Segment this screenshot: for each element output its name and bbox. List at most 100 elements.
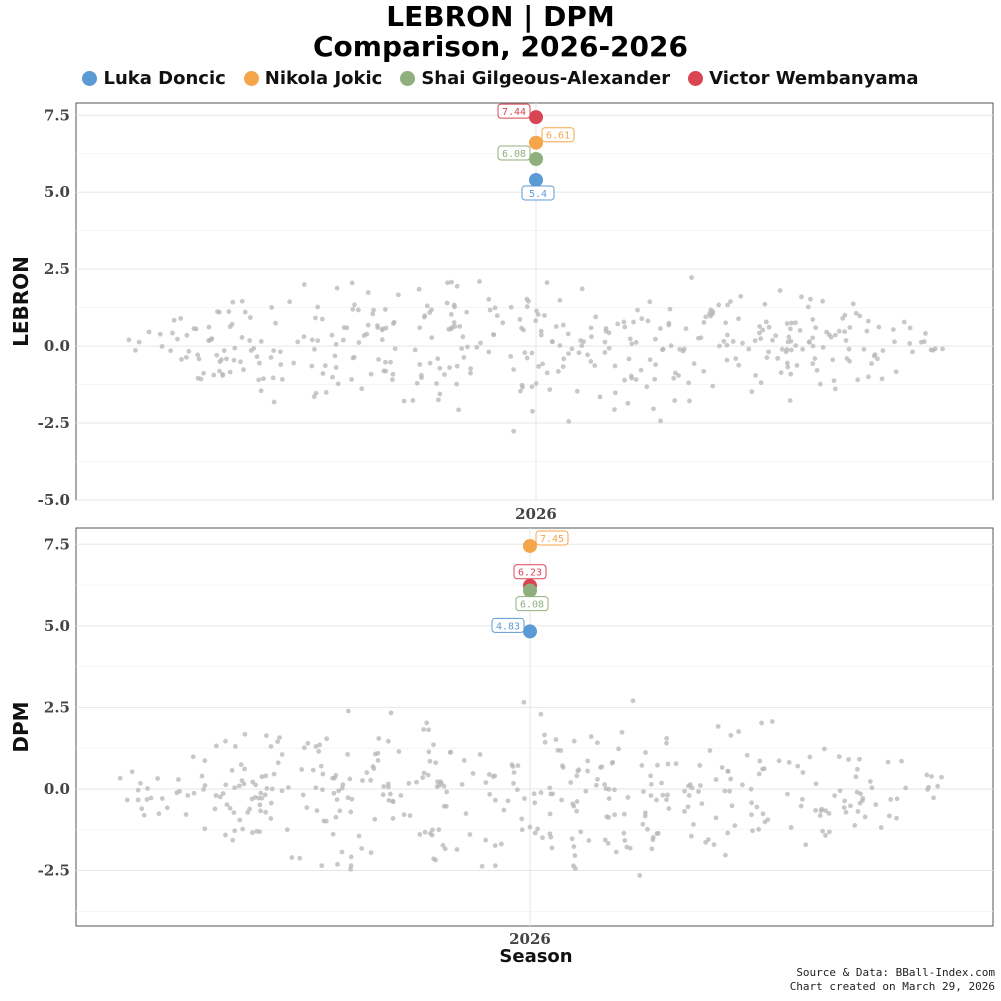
player-value-label: 5.4 (529, 189, 547, 200)
player-point (529, 172, 543, 187)
league-point (606, 345, 612, 351)
league-point (665, 792, 670, 798)
league-point (442, 372, 447, 377)
player-value-label: 4.83 (496, 621, 520, 632)
league-point (242, 766, 248, 772)
league-point (431, 742, 436, 748)
league-point (686, 783, 691, 789)
league-point (380, 792, 386, 798)
league-point (785, 791, 790, 797)
league-point (474, 344, 480, 350)
league-point (651, 406, 656, 412)
league-point (511, 367, 517, 372)
league-point (836, 328, 842, 334)
league-point (412, 347, 418, 353)
league-point (323, 818, 329, 824)
league-point (448, 311, 454, 317)
league-point (486, 349, 492, 355)
x-tick-label: 2026 (515, 505, 557, 523)
league-point (483, 837, 489, 843)
league-point (213, 743, 219, 749)
league-point (629, 341, 635, 347)
league-point (445, 280, 450, 286)
league-point (724, 357, 730, 363)
league-point (141, 812, 147, 818)
league-point (242, 731, 248, 737)
league-point (345, 708, 351, 714)
league-point (841, 805, 847, 810)
league-point (784, 321, 790, 326)
league-point (461, 355, 467, 360)
league-point (212, 806, 218, 812)
league-point (653, 362, 659, 368)
league-point (624, 844, 630, 850)
league-point (894, 815, 899, 821)
league-point (710, 383, 716, 389)
league-point (223, 738, 228, 744)
league-point (645, 826, 650, 832)
league-point (191, 326, 197, 331)
league-point (375, 758, 381, 763)
player-point (529, 135, 543, 150)
y-axis-label: LEBRON (9, 256, 33, 347)
league-point (468, 366, 474, 372)
player-value-label: 6.23 (518, 568, 542, 579)
league-point (894, 796, 900, 802)
league-point (532, 800, 538, 806)
league-point (862, 814, 868, 820)
league-point (729, 803, 735, 809)
player-value-label: 7.44 (502, 107, 526, 118)
league-point (880, 348, 886, 353)
league-point (390, 798, 396, 804)
league-point (348, 809, 354, 815)
league-point (457, 324, 463, 329)
league-point (434, 381, 439, 386)
league-point (673, 761, 679, 767)
league-point (529, 350, 535, 356)
league-point (576, 767, 582, 773)
league-point (233, 744, 238, 749)
league-point (301, 745, 307, 751)
league-point (479, 863, 485, 869)
league-point (901, 319, 907, 325)
league-point (314, 808, 320, 814)
league-point (124, 797, 130, 803)
league-point (319, 863, 325, 869)
league-point (334, 797, 340, 802)
league-point (697, 763, 703, 768)
league-point (647, 299, 653, 305)
league-point (793, 320, 798, 326)
league-point (553, 737, 559, 742)
league-point (330, 374, 335, 380)
league-point (529, 384, 535, 390)
league-point (571, 844, 577, 849)
league-point (330, 775, 336, 781)
league-point (470, 771, 476, 776)
league-point (788, 825, 794, 830)
league-point (540, 835, 545, 841)
legend-item-jokic: Nikola Jokic (243, 68, 382, 89)
league-point (604, 814, 610, 820)
league-point (585, 768, 591, 774)
league-point (224, 356, 229, 362)
league-point (239, 335, 245, 340)
league-point (654, 797, 659, 803)
league-point (775, 355, 781, 361)
league-point (813, 808, 818, 813)
league-point (713, 777, 719, 782)
league-point (206, 324, 212, 330)
league-point (317, 742, 323, 748)
league-point (807, 754, 813, 760)
league-point (648, 793, 654, 799)
league-point (406, 780, 412, 786)
league-point (749, 812, 754, 818)
league-point (532, 830, 538, 836)
league-point (744, 752, 750, 758)
league-point (550, 791, 556, 797)
league-point (602, 782, 607, 787)
league-point (198, 376, 204, 382)
league-point (350, 355, 356, 361)
league-point (588, 734, 594, 739)
league-point (511, 781, 516, 786)
league-point (578, 829, 584, 835)
